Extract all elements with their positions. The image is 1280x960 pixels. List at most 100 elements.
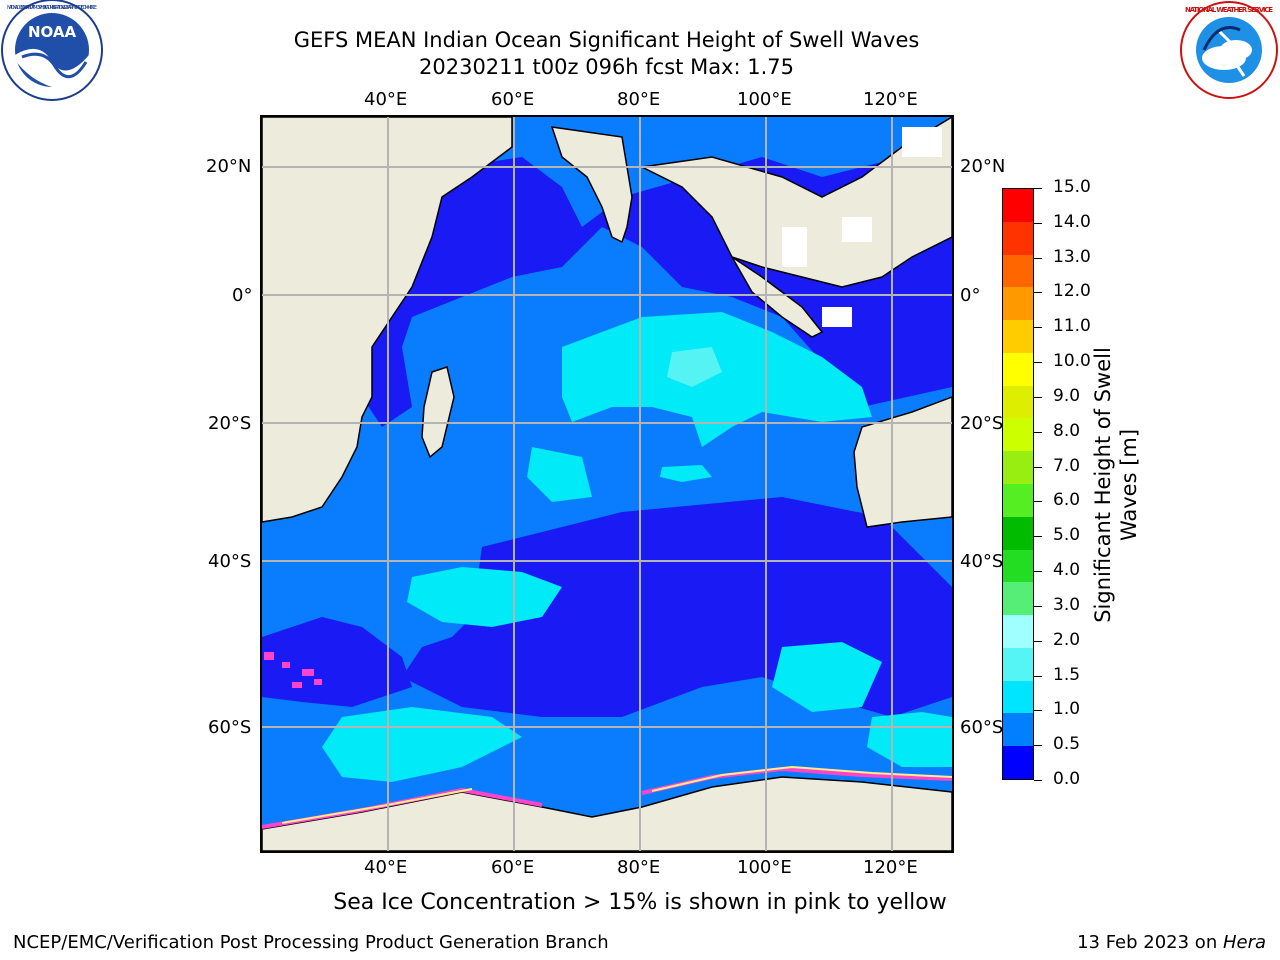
colorbar-segment [1003, 320, 1033, 353]
colorbar-segment [1003, 647, 1033, 681]
colorbar-segment [1003, 582, 1033, 616]
colorbar-tick-mark [1034, 675, 1042, 677]
colorbar-tick-mark [1034, 780, 1042, 781]
lat-label-right-20s: 20°S [960, 413, 1004, 434]
colorbar-segment [1003, 287, 1033, 321]
lon-label-bottom-100e: 100°E [737, 857, 792, 878]
colorbar-segment [1003, 713, 1033, 747]
colorbar-tick-label: 0.0 [1053, 769, 1081, 789]
far-southeast-high-swell-zone [867, 712, 952, 767]
sea-ice-edge-yellow [281, 788, 473, 824]
colorbar-tick-label: 5.0 [1053, 525, 1081, 546]
lon-label-top-40e: 40°E [364, 89, 408, 110]
colorbar-tick-mark [1034, 257, 1042, 259]
colorbar-tick-mark [1034, 222, 1042, 224]
colorbar-tick-mark [1034, 327, 1042, 329]
sea-ice-note: Sea Ice Concentration > 15% is shown in … [333, 890, 947, 915]
lat-label-left-0: 0° [232, 285, 253, 306]
lat-label-left-60s: 60°S [208, 717, 252, 738]
colorbar-segment [1003, 254, 1033, 288]
colorbar-segment [1003, 516, 1033, 550]
colorbar-segment [1003, 221, 1033, 255]
colorbar-tick-label: 8.0 [1053, 420, 1081, 441]
colorbar-tick-mark [1034, 501, 1042, 503]
lat-label-right-60s: 60°S [960, 717, 1004, 738]
colorbar-segment [1003, 615, 1033, 648]
colorbar-tick-label: 7.0 [1053, 455, 1081, 476]
lon-label-bottom-40e: 40°E [364, 857, 408, 878]
swell-height-map [262, 117, 952, 851]
sea-ice-edge-east-yellow [651, 765, 952, 792]
lon-label-top-100e: 100°E [737, 89, 792, 110]
colorbar-segment [1003, 549, 1033, 583]
mascarene-high-swell-zone [527, 447, 592, 502]
lon-label-bottom-80e: 80°E [617, 857, 661, 878]
colorbar-label: Significant Height of Swell Waves [m] [1090, 347, 1142, 623]
colorbar-segment [1003, 484, 1033, 517]
lon-label-top-80e: 80°E [617, 89, 661, 110]
nws-logo: NATIONAL WEATHER SERVICE [1180, 1, 1278, 99]
colorbar-tick-mark [1034, 745, 1042, 747]
colorbar-label-line1: Significant Height of Swell [1091, 347, 1115, 623]
colorbar-tick-label: 9.0 [1053, 385, 1081, 406]
colorbar-segment [1003, 385, 1033, 419]
colorbar-segment [1003, 352, 1033, 386]
colorbar-tick-label: 13.0 [1053, 246, 1091, 267]
midocean-small-high-swell-zone [660, 465, 712, 482]
colorbar-tick-label: 4.0 [1053, 560, 1081, 581]
colorbar-tick-mark [1034, 362, 1042, 364]
lon-label-bottom-120e: 120°E [863, 857, 918, 878]
lon-label-bottom-60e: 60°E [491, 857, 535, 878]
colorbar-segment [1003, 189, 1033, 222]
colorbar-tick-label: 15.0 [1053, 177, 1091, 197]
colorbar-label-line2: Waves [m] [1117, 428, 1141, 542]
sumatra-java-land [731, 256, 824, 338]
lat-label-right-20n: 20°N [960, 156, 1006, 177]
lat-label-right-0: 0° [960, 285, 981, 306]
colorbar-segment [1003, 746, 1033, 779]
southwest-high-swell-zone [407, 567, 562, 627]
lon-label-top-60e: 60°E [491, 89, 535, 110]
colorbar-tick-label: 0.5 [1053, 734, 1081, 755]
colorbar-segment [1003, 451, 1033, 484]
colorbar-segment [1003, 680, 1033, 714]
sea-ice-patch-southwest [264, 652, 322, 688]
lat-label-left-20s: 20°S [208, 413, 252, 434]
colorbar-tick-label: 1.5 [1053, 664, 1081, 685]
chart-subtitle: 20230211 t00z 096h fcst Max: 1.75 [419, 55, 794, 79]
colorbar-tick-mark [1034, 292, 1042, 294]
southeast-asia-land [639, 117, 952, 288]
no-data-patches [782, 127, 942, 327]
footer-machine: Hera [1222, 932, 1266, 953]
colorbar-segment [1003, 418, 1033, 452]
map-panel [260, 115, 954, 853]
colorbar-tick-mark [1034, 640, 1042, 642]
colorbar-tick-label: 2.0 [1053, 629, 1081, 650]
colorbar-tick-label: 3.0 [1053, 594, 1081, 615]
central-peak-swell-core [667, 347, 722, 387]
madagascar-land [421, 366, 455, 459]
colorbar [1002, 188, 1034, 780]
australia-land [853, 396, 952, 528]
southeast-high-swell-zone [772, 642, 882, 712]
south-high-swell-zone [322, 707, 522, 782]
colorbar-tick-label: 12.0 [1053, 281, 1091, 302]
colorbar-tick-label: 6.0 [1053, 490, 1081, 511]
colorbar-tick-mark [1034, 605, 1042, 607]
colorbar-tick-mark [1034, 431, 1042, 433]
lat-label-left-40s: 40°S [208, 551, 252, 572]
lat-label-right-40s: 40°S [960, 551, 1004, 572]
colorbar-tick-mark [1034, 466, 1042, 468]
lon-label-top-120e: 120°E [863, 89, 918, 110]
colorbar-tick-label: 1.0 [1053, 699, 1081, 720]
footer-credit: NCEP/EMC/Verification Post Processing Pr… [13, 932, 609, 953]
noaa-logo: NOAA NATIONAL OCEANIC AND ATMOSPHERIC AD… [1, 0, 103, 101]
footer-date-text: 13 Feb 2023 on [1077, 932, 1223, 953]
colorbar-tick-mark [1034, 571, 1042, 573]
noaa-ring-text: NATIONAL OCEANIC AND ATMOSPHERIC ADMINIS… [7, 5, 97, 11]
nws-ring-text: NATIONAL WEATHER SERVICE [1185, 6, 1273, 14]
graticule [262, 117, 952, 851]
colorbar-tick-label: 10.0 [1053, 351, 1091, 372]
chart-title: GEFS MEAN Indian Ocean Significant Heigh… [293, 28, 920, 52]
lat-label-left-20n: 20°N [206, 156, 252, 177]
